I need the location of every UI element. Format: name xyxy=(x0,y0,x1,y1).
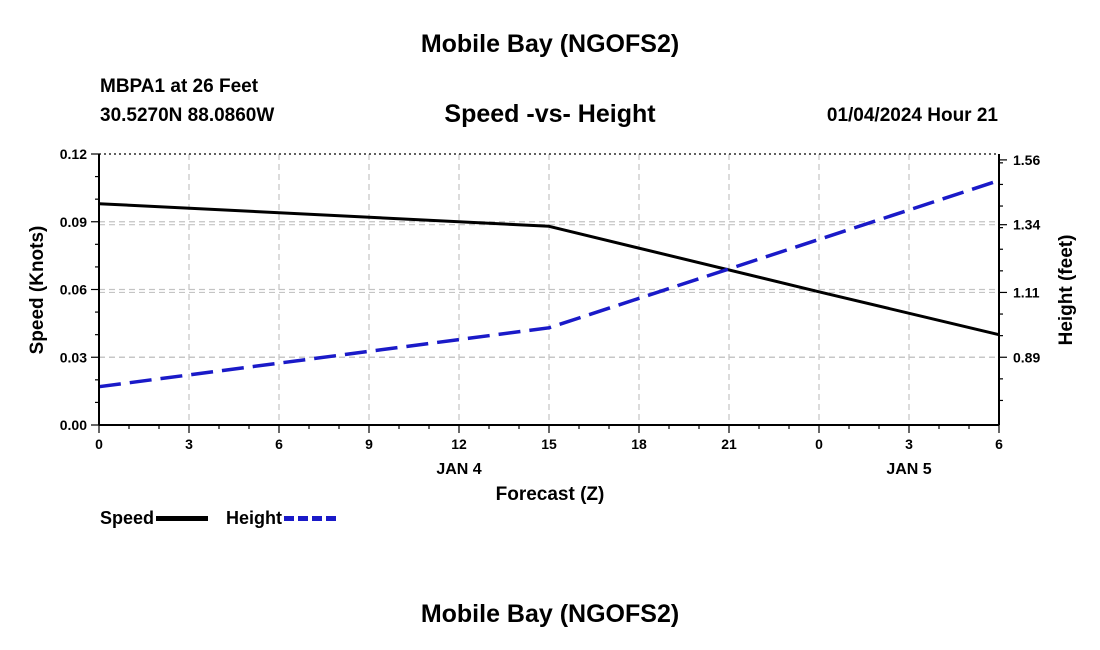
x-tick-label: 15 xyxy=(541,436,557,452)
legend-entry-height: Height xyxy=(226,508,337,529)
forecast-timestamp: 01/04/2024 Hour 21 xyxy=(826,105,998,126)
axes: 0 3 6 9 12 15 18 21 0 3 6 JAN 4 JAN 5 0.00 0.03 0.06 0.0… xyxy=(60,146,1041,478)
y2-tick-label: 1.11 xyxy=(1013,284,1040,300)
y2-axis-label: Height (feet) xyxy=(1056,235,1077,346)
station-coordinates: 30.5270N 88.0860W xyxy=(100,105,275,126)
legend-entry-speed: Speed xyxy=(100,508,209,529)
x-tick-label: 0 xyxy=(95,436,103,452)
x-tick-label: 12 xyxy=(451,436,467,452)
station-name: MBPA1 at 26 Feet xyxy=(100,76,259,97)
x-date-label: JAN 5 xyxy=(886,461,931,478)
x-tick-label: 6 xyxy=(275,436,283,452)
legend-swatch-speed xyxy=(156,516,209,521)
y-tick-label: 0.00 xyxy=(60,417,87,433)
grid xyxy=(99,154,999,425)
series-line-speed xyxy=(98,202,1000,337)
series-layer xyxy=(98,178,1000,389)
header-title: Mobile Bay (NGOFS2) xyxy=(420,30,680,58)
y-axis-label: Speed (Knots) xyxy=(27,226,48,355)
y-tick-label: 0.09 xyxy=(60,214,87,230)
x-tick-label: 18 xyxy=(631,436,647,452)
legend-label-height: Height xyxy=(226,508,283,528)
y2-tick-label: 1.34 xyxy=(1013,217,1040,233)
legend: Speed Height xyxy=(100,508,354,529)
x-tick-label: 3 xyxy=(185,436,193,452)
x-tick-label: 3 xyxy=(905,436,913,452)
y-tick-label: 0.03 xyxy=(60,349,87,365)
x-tick-label: 0 xyxy=(815,436,823,452)
y-tick-label: 0.06 xyxy=(60,282,87,298)
chart-title: Speed -vs- Height xyxy=(444,100,656,128)
footer-title: Mobile Bay (NGOFS2) xyxy=(420,600,680,628)
series-line-height xyxy=(98,178,1000,389)
x-tick-label: 6 xyxy=(995,436,1003,452)
x-tick-label: 21 xyxy=(721,436,737,452)
x-axis-label: Forecast (Z) xyxy=(496,484,605,505)
legend-swatch-height xyxy=(284,516,337,521)
y2-tick-label: 1.56 xyxy=(1013,152,1040,168)
x-tick-label: 9 xyxy=(365,436,373,452)
y2-tick-label: 0.89 xyxy=(1013,349,1040,365)
y-tick-label: 0.12 xyxy=(60,146,87,162)
x-date-label: JAN 4 xyxy=(436,461,481,478)
legend-label-speed: Speed xyxy=(100,508,155,528)
